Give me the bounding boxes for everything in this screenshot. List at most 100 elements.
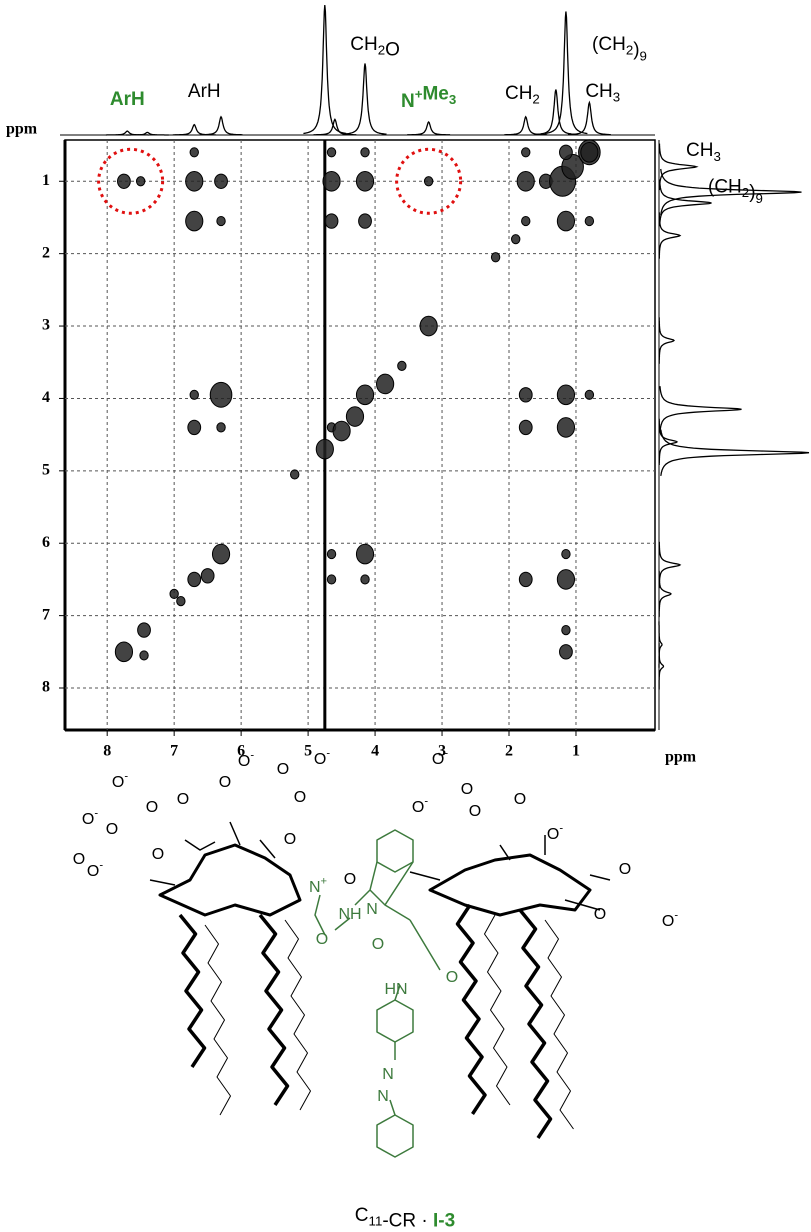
atom-label: N+ <box>309 876 327 897</box>
cross-peak <box>138 623 151 637</box>
text-part: (CH <box>592 34 626 55</box>
cross-peak <box>140 651 148 660</box>
cross-peak <box>118 174 131 188</box>
atom-label: O- <box>412 796 428 817</box>
x-tick-label: 7 <box>170 743 178 760</box>
atom-label: O- <box>238 750 254 771</box>
x-tick-label: 1 <box>572 743 580 760</box>
atom-label: O <box>514 791 526 808</box>
atom-label: O <box>594 906 606 923</box>
text-part: N <box>377 1088 389 1105</box>
text-part: HN <box>384 981 407 998</box>
y-tick-label: 4 <box>42 389 50 406</box>
y-tick-label: 8 <box>42 679 50 696</box>
x-tick-label: 4 <box>371 743 379 760</box>
text-part: CH <box>350 34 377 55</box>
alkyl-chain <box>485 915 511 1105</box>
cross-peak <box>491 253 499 262</box>
text-part: O <box>73 851 85 868</box>
atom-label: O <box>619 861 631 878</box>
projection-peak-side <box>659 571 671 617</box>
atom-label: O <box>372 936 384 953</box>
text-part: CH <box>585 81 612 102</box>
text-part: O <box>412 799 424 816</box>
cross-peak <box>346 407 363 427</box>
peak-label: CH2O <box>350 34 400 61</box>
text-part: O <box>316 931 328 948</box>
projection-peak-top <box>568 103 611 135</box>
text-part: O <box>82 811 94 828</box>
atom-label: O- <box>82 808 98 829</box>
ring <box>377 830 413 872</box>
atom-label: O <box>461 781 473 798</box>
cross-peak <box>325 214 338 228</box>
y-tick-label: 5 <box>42 462 50 479</box>
cross-peak <box>212 544 229 564</box>
projection-peak-side <box>661 430 809 476</box>
cross-peak <box>136 177 144 186</box>
projection-peak-side <box>659 212 680 258</box>
peak-label: ArH <box>110 89 145 110</box>
cross-peak <box>560 645 573 659</box>
ring <box>377 1000 413 1042</box>
cross-peak <box>562 549 570 558</box>
atom-label: O <box>219 774 231 791</box>
cross-peak <box>581 143 598 163</box>
cross-peak <box>327 575 335 584</box>
cross-peak <box>377 374 394 394</box>
text-part: O <box>152 846 164 863</box>
cross-peak <box>291 470 299 479</box>
peak-label: CH3 <box>686 140 721 163</box>
projection-peak-side <box>659 542 680 588</box>
subscript: 2 <box>532 91 539 106</box>
cross-peak <box>557 570 574 590</box>
subscript: 9 <box>756 190 763 205</box>
text-part: (CH <box>708 176 742 197</box>
cross-peak <box>424 177 432 186</box>
cross-peak <box>512 235 520 244</box>
y-tick-label: 1 <box>42 172 50 189</box>
cross-peak <box>327 148 335 157</box>
text-part: O <box>461 781 473 798</box>
atom-label: O <box>177 791 189 808</box>
atom-label: O <box>284 831 296 848</box>
text-part: O <box>514 791 526 808</box>
text-part: O <box>277 761 289 778</box>
cross-peak <box>190 390 198 399</box>
text-part: O <box>619 861 631 878</box>
alkyl-chain <box>260 915 288 1105</box>
text-part: N <box>401 91 415 112</box>
atom-label: O- <box>314 748 330 769</box>
projection-peak-side <box>660 386 742 432</box>
cross-peak <box>188 420 201 434</box>
atom-label: O <box>316 931 328 948</box>
atom-label: N <box>382 1066 394 1083</box>
text-part: ArH <box>110 89 145 110</box>
superscript: - <box>124 771 128 783</box>
atom-label: HN <box>384 981 407 998</box>
subscript: 3 <box>613 89 620 104</box>
cross-peak <box>356 171 373 191</box>
text-part: ArH <box>188 81 221 102</box>
text-part: O <box>547 826 559 843</box>
cross-peak <box>420 316 437 336</box>
atom-label: O <box>277 761 289 778</box>
superscript: - <box>99 860 103 872</box>
cross-peak <box>585 216 593 225</box>
atom-label: NH <box>338 906 361 923</box>
text-part: O <box>662 913 674 930</box>
ring <box>377 1115 413 1157</box>
cross-peak <box>210 382 232 407</box>
text-part: O <box>87 863 99 880</box>
text-part: C <box>355 1205 369 1226</box>
text-part: O <box>446 969 458 986</box>
subscript: 2 <box>626 42 633 57</box>
atom-label: N <box>366 901 378 918</box>
text-part: -CR · <box>382 1211 433 1232</box>
projection-peak-top <box>407 122 450 135</box>
atom-label: O <box>152 846 164 863</box>
superscript: - <box>326 748 330 760</box>
cross-peak <box>398 361 406 370</box>
subscript: 3 <box>713 148 720 163</box>
atom-label: O- <box>432 748 448 769</box>
